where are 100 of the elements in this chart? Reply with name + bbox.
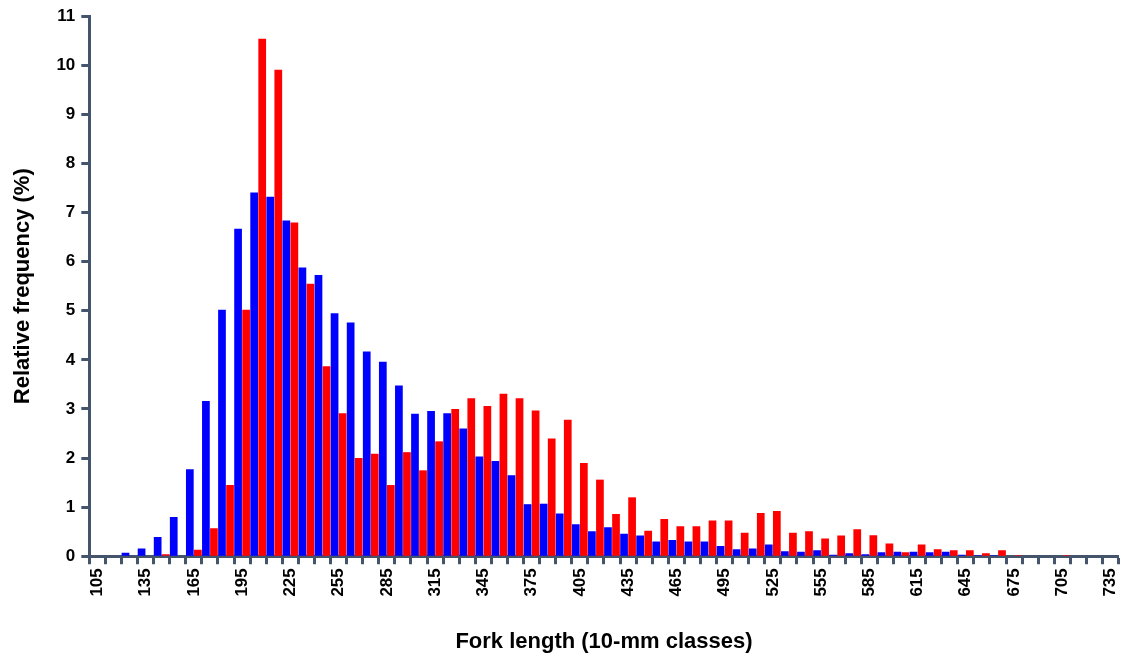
bar	[282, 220, 291, 556]
bar	[636, 535, 644, 556]
bar	[443, 413, 452, 556]
bar	[322, 366, 331, 556]
x-tick-label: 195	[231, 568, 251, 597]
x-tick-label: 465	[666, 568, 686, 597]
bar	[258, 38, 267, 556]
bar	[387, 485, 395, 556]
bar	[732, 549, 741, 556]
bar	[419, 470, 427, 556]
bar	[226, 485, 234, 556]
bar	[378, 361, 387, 556]
bar	[748, 548, 757, 556]
bar	[652, 541, 661, 556]
y-tick-label: 8	[65, 153, 76, 173]
y-tick-label: 4	[65, 349, 76, 369]
bar	[395, 385, 403, 556]
bar	[483, 406, 492, 556]
bar	[210, 528, 218, 556]
x-tick-label: 225	[280, 568, 300, 597]
bar	[121, 552, 130, 556]
x-tick-label: 735	[1100, 568, 1120, 597]
bar	[411, 413, 419, 556]
bar	[330, 313, 339, 556]
bar	[901, 552, 910, 556]
bar	[298, 267, 307, 556]
bar	[789, 532, 797, 556]
bar	[346, 322, 355, 556]
bar	[314, 274, 323, 556]
bar	[596, 479, 604, 556]
x-tick-label: 435	[617, 568, 637, 597]
x-tick-label: 255	[328, 568, 348, 597]
x-tick-label: 495	[714, 568, 734, 597]
bar	[668, 540, 677, 556]
bar	[724, 520, 733, 556]
bar	[531, 410, 540, 556]
bar	[588, 531, 596, 556]
bar	[813, 550, 821, 556]
x-tick-label: 285	[376, 568, 396, 597]
bar	[354, 458, 363, 556]
bar	[716, 545, 725, 556]
bar	[306, 283, 315, 556]
bar	[459, 428, 468, 556]
bar	[917, 544, 926, 556]
bar	[949, 550, 958, 556]
bar	[628, 497, 636, 556]
bar	[877, 552, 886, 556]
bar	[242, 309, 250, 556]
bar	[998, 550, 1006, 556]
bar	[555, 513, 564, 556]
y-tick-label: 3	[65, 398, 76, 418]
bar	[660, 518, 669, 556]
bar	[218, 309, 226, 556]
x-tick-label: 165	[183, 568, 203, 597]
x-tick-label: 135	[135, 568, 155, 597]
bar	[475, 456, 484, 556]
x-tick-label: 705	[1051, 568, 1071, 597]
bar	[869, 535, 878, 556]
bar	[772, 511, 781, 556]
bar	[515, 398, 524, 556]
bar	[708, 520, 717, 556]
bar	[756, 513, 765, 556]
bar	[837, 535, 846, 556]
bar	[853, 529, 862, 556]
x-tick-label: 105	[87, 568, 107, 597]
bar	[933, 549, 942, 556]
x-tick-label: 375	[521, 568, 541, 597]
bar	[539, 503, 548, 556]
bar	[234, 228, 242, 556]
bar	[274, 69, 283, 556]
x-tick-label: 675	[1003, 568, 1023, 597]
bar	[571, 524, 580, 556]
y-tick-label: 5	[65, 300, 76, 320]
bar	[740, 532, 749, 556]
y-tick-label: 10	[56, 54, 76, 74]
y-tick-label: 6	[65, 251, 76, 271]
bar	[893, 551, 902, 556]
bar	[427, 410, 435, 556]
bar	[435, 441, 443, 556]
x-tick-label: 585	[859, 568, 878, 597]
x-tick-label: 615	[907, 568, 927, 597]
bar	[620, 533, 628, 556]
y-tick-label: 9	[65, 104, 76, 124]
bar	[965, 550, 974, 556]
bar	[137, 548, 146, 556]
bar	[676, 526, 685, 556]
x-tick-label: 315	[424, 568, 444, 597]
y-tick-label: 2	[65, 447, 76, 467]
bar	[185, 469, 194, 556]
bar	[797, 551, 805, 556]
bar	[194, 549, 202, 556]
bar	[467, 398, 476, 556]
x-tick-label: 405	[569, 568, 589, 597]
bar	[579, 462, 588, 556]
bar	[370, 453, 379, 556]
bar	[523, 504, 532, 556]
bar	[491, 460, 500, 556]
y-tick-label: 7	[65, 202, 76, 222]
bar	[821, 538, 829, 556]
bar	[604, 527, 612, 556]
